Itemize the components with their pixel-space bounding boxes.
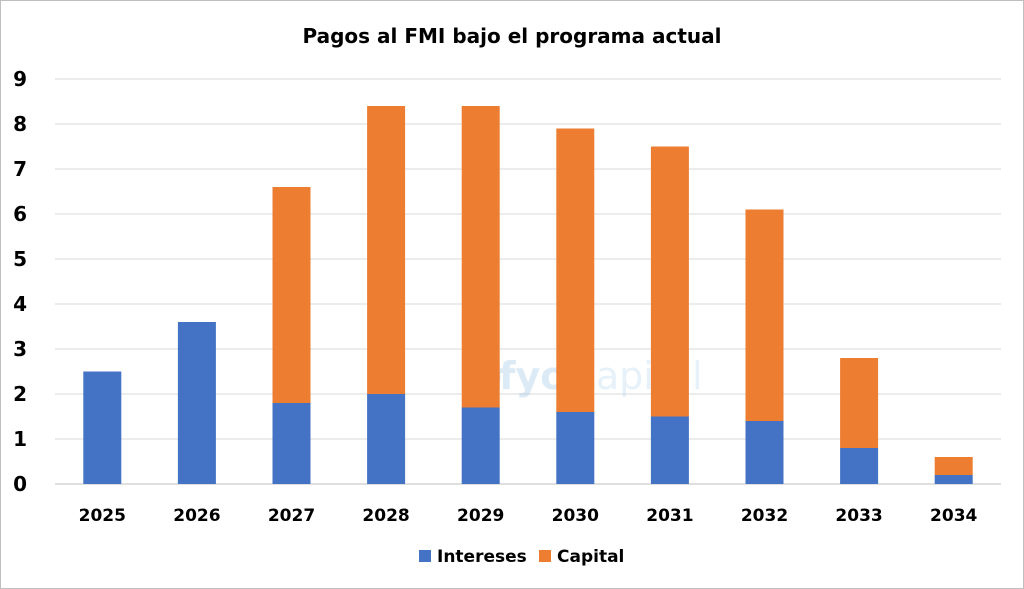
- x-tick-label: 2028: [362, 506, 409, 526]
- legend-swatch-capital: [539, 550, 551, 562]
- bar-capital-2028: [367, 106, 406, 394]
- bar-capital-2031: [650, 146, 689, 417]
- bar-capital-2032: [745, 209, 784, 421]
- x-tick-label: 2030: [552, 506, 599, 526]
- bar-intereses-2026: [177, 322, 216, 484]
- bar-intereses-2030: [556, 412, 595, 484]
- bar-intereses-2027: [272, 403, 311, 484]
- y-tick-label: 3: [13, 337, 27, 361]
- y-tick-label: 7: [13, 157, 27, 181]
- bar-intereses-2029: [461, 407, 500, 484]
- bars: [83, 106, 973, 484]
- y-tick-label: 8: [13, 112, 27, 136]
- x-tick-label: 2032: [741, 506, 788, 526]
- y-tick-label: 9: [13, 67, 27, 91]
- x-tick-label: 2034: [930, 506, 977, 526]
- x-tick-label: 2031: [646, 506, 693, 526]
- x-tick-label: 2029: [457, 506, 504, 526]
- legend: Intereses Capital: [419, 547, 624, 567]
- bar-intereses-2025: [83, 371, 122, 484]
- bar-intereses-2028: [367, 394, 406, 484]
- x-tick-label: 2027: [268, 506, 315, 526]
- y-tick-label: 1: [13, 427, 27, 451]
- bar-intereses-2033: [840, 448, 879, 484]
- y-tick-label: 0: [13, 472, 27, 496]
- chart-title: Pagos al FMI bajo el programa actual: [303, 24, 722, 48]
- x-tick-label: 2033: [835, 506, 882, 526]
- x-axis: 2025 2026 2027 2028 2029 2030 2031 2032 2033 2034: [79, 506, 978, 526]
- bar-capital-2027: [272, 187, 311, 403]
- bar-capital-2029: [461, 106, 500, 408]
- bar-intereses-2031: [650, 416, 689, 484]
- y-tick-label: 4: [13, 292, 27, 316]
- legend-swatch-intereses: [419, 550, 431, 562]
- bar-capital-2030: [556, 128, 595, 412]
- bar-capital-2034: [934, 457, 973, 475]
- legend-label-capital: Capital: [557, 547, 624, 567]
- y-axis: 0 1 2 3 4 5 6 7 8 9: [13, 67, 27, 496]
- legend-label-intereses: Intereses: [437, 547, 527, 567]
- y-tick-label: 6: [13, 202, 27, 226]
- y-tick-label: 2: [13, 382, 27, 406]
- watermark-fyo: fyo: [499, 354, 566, 398]
- bar-intereses-2032: [745, 421, 784, 484]
- bar-intereses-2034: [934, 475, 973, 484]
- y-tick-label: 5: [13, 247, 27, 271]
- x-tick-label: 2025: [79, 506, 126, 526]
- x-tick-label: 2026: [173, 506, 220, 526]
- bar-capital-2033: [840, 358, 879, 448]
